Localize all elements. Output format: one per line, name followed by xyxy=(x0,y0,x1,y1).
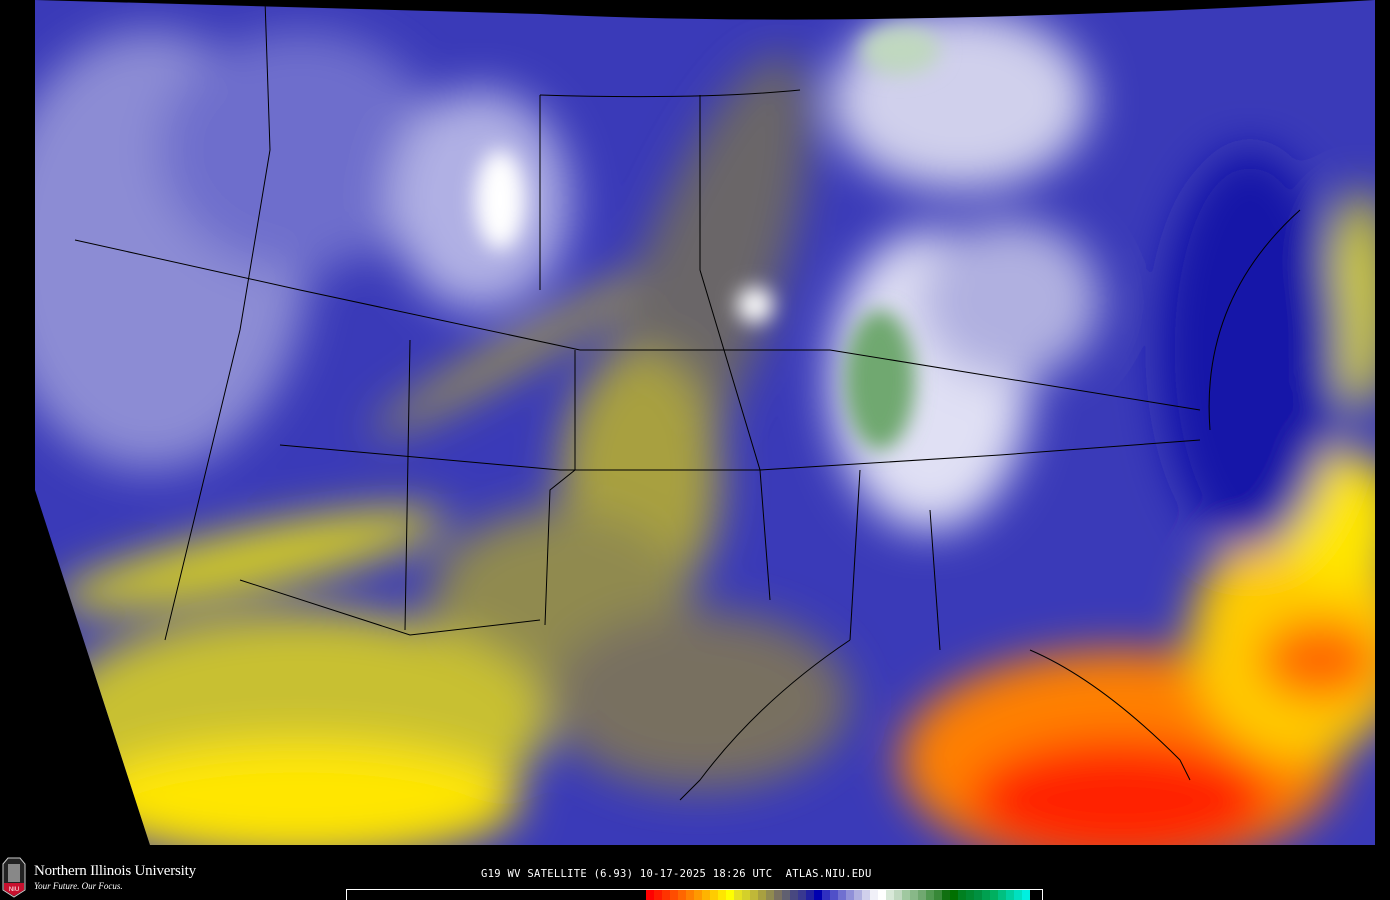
university-tagline: Your Future. Our Focus. xyxy=(34,881,123,891)
colorbar-swatch xyxy=(670,890,678,900)
colorbar-swatch xyxy=(862,890,870,900)
colorbar-swatch xyxy=(838,890,846,900)
colorbar-swatch xyxy=(894,890,902,900)
colorbar-blank xyxy=(347,890,646,900)
colorbar-swatch xyxy=(1006,890,1014,900)
colorbar-swatch xyxy=(886,890,894,900)
colorbar-swatch xyxy=(750,890,758,900)
colorbar-swatch xyxy=(878,890,886,900)
colorbar-swatch xyxy=(822,890,830,900)
colorbar-swatch xyxy=(718,890,726,900)
state-boundaries xyxy=(74,0,1301,801)
colorbar-swatch xyxy=(846,890,854,900)
colorbar-swatch xyxy=(1022,890,1030,900)
colorbar-swatch xyxy=(678,890,686,900)
colorbar-swatch xyxy=(918,890,926,900)
colorbar-swatch xyxy=(902,890,910,900)
colorbar-swatch xyxy=(710,890,718,900)
colorbar-swatch xyxy=(742,890,750,900)
colorbar-swatch xyxy=(662,890,670,900)
colorbar-swatch xyxy=(926,890,934,900)
colorbar-swatch xyxy=(998,890,1006,900)
colorbar-swatch xyxy=(910,890,918,900)
colorbar-swatch xyxy=(654,890,662,900)
colorbar-swatch xyxy=(966,890,974,900)
colorbar-swatch xyxy=(934,890,942,900)
satellite-imagery xyxy=(35,0,1375,845)
colorbar-swatch xyxy=(854,890,862,900)
colorbar-swatch xyxy=(646,890,654,900)
image-caption: G19 WV SATELLITE (6.93) 10-17-2025 18:26… xyxy=(481,868,872,880)
colorbar-swatch xyxy=(758,890,766,900)
colorbar-swatch xyxy=(942,890,950,900)
colorbar-swatch xyxy=(726,890,734,900)
colorbar-swatch xyxy=(774,890,782,900)
color-scale-bar xyxy=(346,889,1043,900)
colorbar-swatch xyxy=(790,890,798,900)
colorbar-swatch xyxy=(950,890,958,900)
colorbar-swatch xyxy=(806,890,814,900)
colorbar-swatch xyxy=(814,890,822,900)
colorbar-swatch xyxy=(702,890,710,900)
colorbar-swatch xyxy=(958,890,966,900)
svg-text:NIU: NIU xyxy=(9,887,19,893)
water-vapor-satellite-map xyxy=(35,0,1375,845)
university-name: Northern Illinois University xyxy=(34,863,196,879)
colorbar-swatch xyxy=(1014,890,1022,900)
colorbar-swatch xyxy=(974,890,982,900)
colorbar-swatch xyxy=(830,890,838,900)
colorbar-swatch xyxy=(990,890,998,900)
colorbar-swatch xyxy=(870,890,878,900)
niu-logo: NIU xyxy=(2,857,26,898)
colorbar-swatch xyxy=(694,890,702,900)
colorbar-swatch xyxy=(686,890,694,900)
colorbar-swatch xyxy=(798,890,806,900)
colorbar-swatch xyxy=(782,890,790,900)
colorbar-swatch xyxy=(982,890,990,900)
colorbar-swatch xyxy=(766,890,774,900)
colorbar-swatch xyxy=(734,890,742,900)
